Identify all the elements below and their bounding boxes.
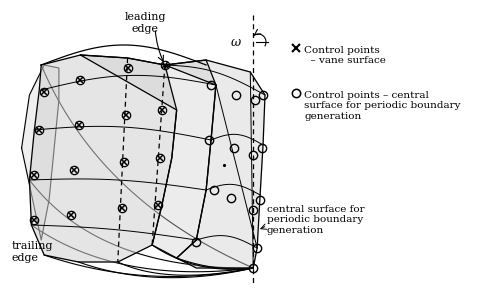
Text: central surface for
periodic boundary
generation: central surface for periodic boundary ge…: [267, 205, 364, 235]
Text: leading
edge: leading edge: [124, 12, 166, 34]
Text: trailing
edge: trailing edge: [12, 241, 53, 263]
Polygon shape: [22, 65, 59, 240]
Text: Control points
  – vane surface: Control points – vane surface: [304, 46, 386, 65]
Polygon shape: [80, 55, 216, 258]
Polygon shape: [30, 55, 176, 262]
Text: Control points – central
surface for periodic boundary
generation: Control points – central surface for per…: [304, 91, 461, 121]
Text: ω: ω: [230, 35, 240, 48]
Polygon shape: [165, 60, 265, 268]
